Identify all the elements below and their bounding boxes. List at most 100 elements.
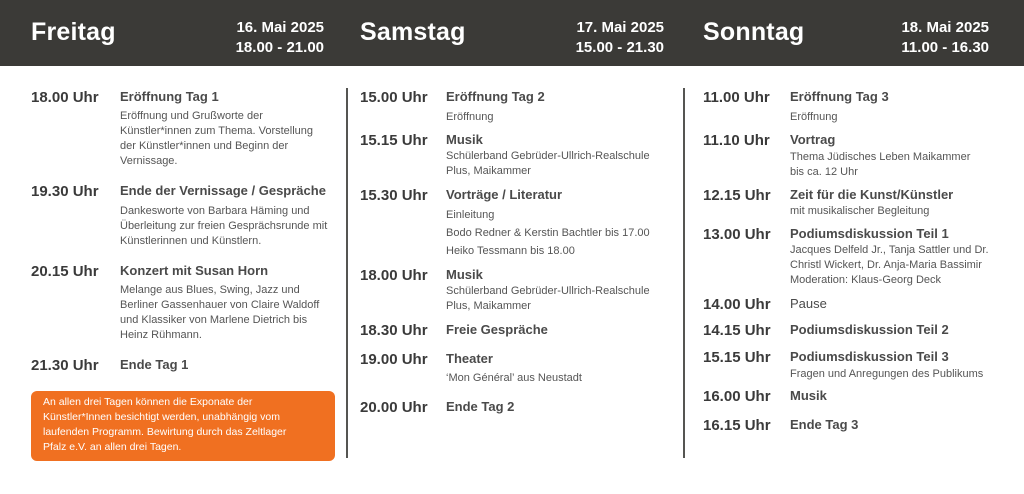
event-description: Schülerband Gebrüder-Ullrich-Realschule … (446, 149, 650, 179)
description-line: Künstlerinnen und Künstlern. (120, 235, 262, 247)
description-line: Eröffnung und Grußworte der (120, 110, 263, 122)
description-line: und Klassiker von Marlene Dietrich bis (120, 314, 308, 326)
event-title: Ende Tag 1 (120, 357, 189, 372)
event-time: 16.15 Uhr (703, 417, 771, 434)
description-line: Berliner Gassenhauer von Claire Waldoff (120, 299, 320, 311)
info-notice: An allen drei Tagen können die Exponate … (31, 391, 335, 461)
day-date-saturday: 17. Mai 2025 15.00 - 21.30 (576, 18, 664, 58)
hours-friday: 18.00 - 21.00 (235, 39, 324, 56)
event-time: 20.15 Uhr (31, 263, 99, 280)
notice-line: An allen drei Tagen können die Exponate … (43, 396, 253, 408)
event-description: Eröffnung (446, 110, 494, 125)
event-title: Pause (790, 296, 827, 311)
description-line: Bodo Redner & Kerstin Bachtler bis 17.00 (446, 227, 650, 239)
hours-sunday: 11.00 - 16.30 (901, 39, 989, 56)
event-title: Vorträge / Literatur (446, 187, 563, 202)
event-time: 20.00 Uhr (360, 399, 428, 416)
event-time: 19.00 Uhr (360, 351, 428, 368)
description-line: Plus, Maikammer (446, 300, 531, 312)
description-line: Fragen und Anregungen des Publikums (790, 368, 984, 380)
event-description: Eröffnung und Grußworte der Künstler*inn… (120, 109, 313, 169)
event-title: Musik (790, 388, 827, 403)
description-line: Eröffnung (446, 111, 494, 123)
day-title-saturday: Samstag (360, 18, 466, 46)
description-line: Thema Jüdisches Leben Maikammer (790, 151, 971, 163)
event-title: Ende Tag 3 (790, 417, 859, 432)
description-line: Dankesworte von Barbara Häming und (120, 205, 310, 217)
notice-line: laufenden Programm. Bewirtung durch das … (43, 426, 287, 438)
column-divider (346, 88, 348, 458)
event-time: 16.00 Uhr (703, 388, 771, 405)
event-time: 15.00 Uhr (360, 89, 428, 106)
event-title: Eröffnung Tag 3 (790, 89, 889, 104)
event-title: Podiumsdiskussion Teil 3 (790, 349, 949, 364)
description-line: bis ca. 12 Uhr (790, 166, 858, 178)
event-description: Eröffnung (790, 110, 838, 125)
event-title: Podiumsdiskussion Teil 2 (790, 322, 949, 337)
description-line: Schülerband Gebrüder-Ullrich-Realschule (446, 285, 650, 297)
day-title-sunday: Sonntag (703, 18, 805, 46)
description-line: Überleitung zur freien Gesprächsrunde mi… (120, 220, 328, 232)
event-title: Vortrag (790, 132, 836, 147)
day-date-friday: 16. Mai 2025 18.00 - 21.00 (236, 18, 324, 58)
description-line: Künstler*innen zum Thema. Vorstellung (120, 125, 314, 137)
event-description: Einleitung Bodo Redner & Kerstin Bachtle… (446, 206, 650, 260)
header-bar: Freitag 16. Mai 2025 18.00 - 21.00 Samst… (0, 0, 1024, 66)
event-title: Musik (446, 267, 483, 282)
event-title: Theater (446, 351, 493, 366)
notice-line: Künstler*Innen besichtigt werden, unabhä… (43, 411, 280, 423)
event-title: Ende Tag 2 (446, 399, 515, 414)
event-time: 18.30 Uhr (360, 322, 428, 339)
column-divider (683, 88, 685, 458)
event-description: mit musikalischer Begleitung (790, 204, 929, 219)
event-description: Jacques Delfeld Jr., Tanja Sattler und D… (790, 243, 989, 288)
event-description: Thema Jüdisches Leben Maikammer bis ca. … (790, 150, 970, 180)
hours-saturday: 15.00 - 21.30 (575, 39, 664, 56)
description-line: Melange aus Blues, Swing, Jazz und (120, 284, 300, 296)
day-date-sunday: 18. Mai 2025 11.00 - 16.30 (901, 18, 989, 58)
date-friday: 16. Mai 2025 (236, 19, 324, 36)
description-line: Schülerband Gebrüder-Ullrich-Realschule (446, 150, 650, 162)
event-title: Podiumsdiskussion Teil 1 (790, 226, 949, 241)
event-title: Freie Gespräche (446, 322, 548, 337)
date-saturday: 17. Mai 2025 (576, 19, 664, 36)
event-time: 21.30 Uhr (31, 357, 99, 374)
event-description: Schülerband Gebrüder-Ullrich-Realschule … (446, 284, 650, 314)
event-time: 15.15 Uhr (703, 349, 771, 366)
date-sunday: 18. Mai 2025 (901, 19, 989, 36)
notice-line: Pfalz e.V. an allen drei Tagen. (43, 441, 182, 453)
event-title: Zeit für die Kunst/Künstler (790, 187, 954, 202)
description-line: Heinz Rühmann. (120, 329, 202, 341)
event-description: Dankesworte von Barbara Häming und Überl… (120, 204, 327, 249)
event-time: 19.30 Uhr (31, 183, 99, 200)
event-time: 14.15 Uhr (703, 322, 771, 339)
event-time: 18.00 Uhr (360, 267, 428, 284)
event-time: 11.10 Uhr (703, 132, 770, 149)
event-title: Musik (446, 132, 483, 147)
event-title: Eröffnung Tag 1 (120, 89, 219, 104)
event-time: 15.30 Uhr (360, 187, 428, 204)
event-title: Ende der Vernissage / Gespräche (120, 183, 326, 198)
event-title: Eröffnung Tag 2 (446, 89, 545, 104)
event-title: Konzert mit Susan Horn (120, 263, 269, 278)
description-line: der Künstler*innen und Beginn der (120, 140, 289, 152)
description-line: Eröffnung (790, 111, 838, 123)
day-title-friday: Freitag (31, 18, 116, 46)
description-line: Vernissage. (120, 155, 178, 167)
event-time: 14.00 Uhr (703, 296, 771, 313)
description-line: mit musikalischer Begleitung (790, 205, 930, 217)
description-line: Einleitung (446, 209, 495, 221)
event-description: Fragen und Anregungen des Publikums (790, 367, 983, 382)
event-time: 15.15 Uhr (360, 132, 428, 149)
description-line: ‘Mon Général’ aus Neustadt (446, 372, 582, 384)
description-line: Plus, Maikammer (446, 165, 531, 177)
event-time: 18.00 Uhr (31, 89, 99, 106)
description-line: Moderation: Klaus-Georg Deck (790, 274, 942, 286)
event-description: ‘Mon Général’ aus Neustadt (446, 371, 582, 386)
event-time: 12.15 Uhr (703, 187, 771, 204)
event-time: 13.00 Uhr (703, 226, 771, 243)
event-description: Melange aus Blues, Swing, Jazz und Berli… (120, 283, 319, 343)
description-line: Jacques Delfeld Jr., Tanja Sattler und D… (790, 244, 989, 256)
description-line: Heiko Tessmann bis 18.00 (446, 245, 575, 257)
event-time: 11.00 Uhr (703, 89, 770, 106)
